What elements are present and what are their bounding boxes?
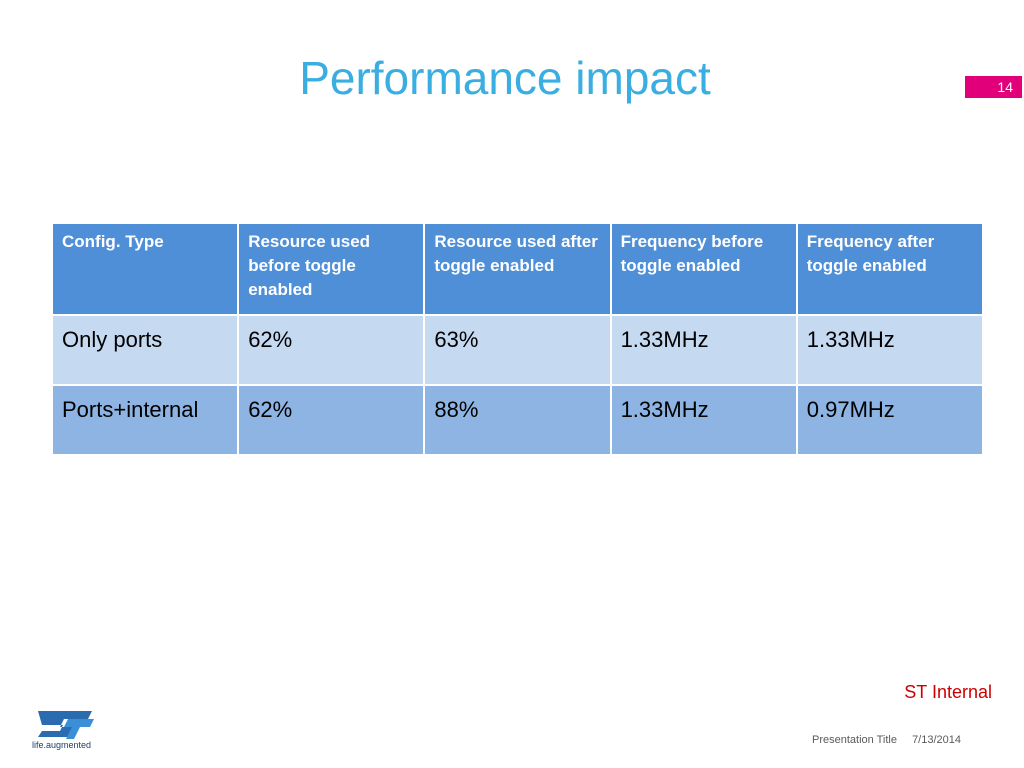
header-config-type: Config. Type	[50, 222, 240, 316]
header-resource-before: Resource used before toggle enabled	[237, 222, 426, 316]
header-resource-after: Resource used after toggle enabled	[423, 222, 612, 316]
cell-frequency-before: 1.33MHz	[609, 314, 798, 386]
performance-table: Config. Type Resource used before toggle…	[50, 222, 984, 456]
table-row: Only ports 62% 63% 1.33MHz 1.33MHz	[50, 314, 984, 386]
cell-frequency-after: 1.33MHz	[795, 314, 984, 386]
classification-label: ST Internal	[904, 682, 992, 702]
cell-resource-before: 62%	[237, 314, 426, 386]
cell-frequency-before: 1.33MHz	[609, 384, 798, 456]
footer-date: 7/13/2014	[912, 734, 961, 746]
cell-config-type: Ports+internal	[50, 384, 240, 456]
cell-config-type: Only ports	[50, 314, 240, 386]
cell-resource-after: 88%	[423, 384, 612, 456]
footer-presentation-title: Presentation Title	[812, 734, 897, 746]
st-logo-icon	[38, 711, 94, 739]
header-frequency-before: Frequency before toggle enabled	[609, 222, 798, 316]
header-frequency-after: Frequency after toggle enabled	[795, 222, 984, 316]
page-number-badge: 14	[965, 76, 1022, 98]
footer: Presentation Title 7/13/2014	[812, 734, 973, 746]
logo-tagline: life.augmented	[32, 740, 92, 750]
table-header-row: Config. Type Resource used before toggle…	[50, 222, 984, 316]
slide-title: Performance impact	[299, 52, 711, 104]
table-row: Ports+internal 62% 88% 1.33MHz 0.97MHz	[50, 384, 984, 456]
cell-resource-before: 62%	[237, 384, 426, 456]
cell-frequency-after: 0.97MHz	[795, 384, 984, 456]
cell-resource-after: 63%	[423, 314, 612, 386]
